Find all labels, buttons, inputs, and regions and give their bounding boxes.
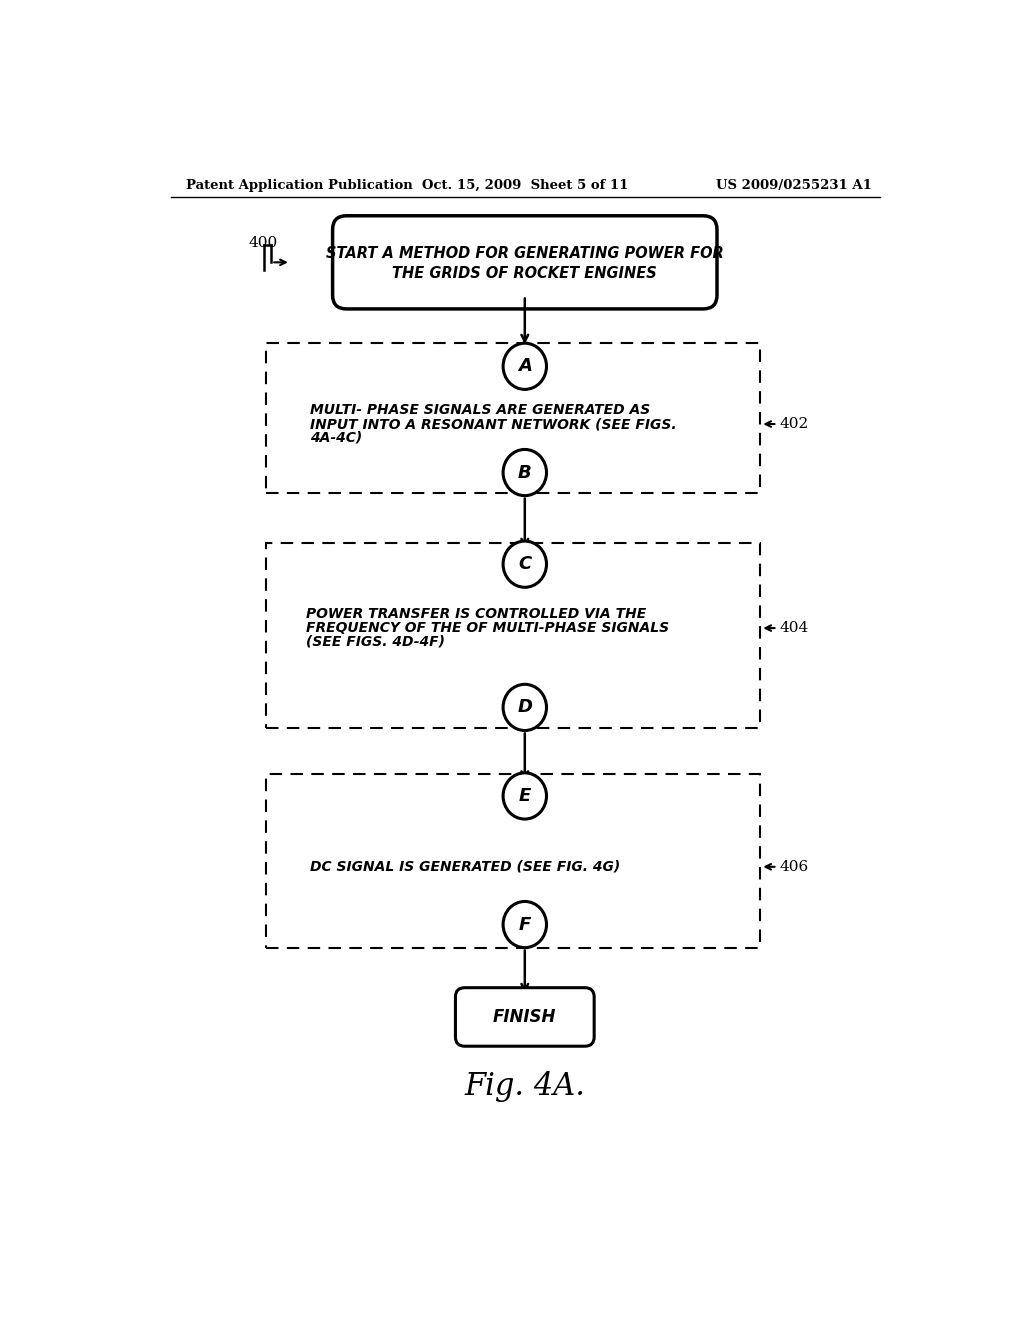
Text: Fig. 4A.: Fig. 4A. [464,1071,586,1102]
Text: D: D [517,698,532,717]
Text: F: F [519,916,530,933]
Ellipse shape [503,541,547,587]
FancyBboxPatch shape [456,987,594,1047]
FancyBboxPatch shape [333,215,717,309]
Text: US 2009/0255231 A1: US 2009/0255231 A1 [716,178,872,191]
Text: POWER TRANSFER IS CONTROLLED VIA THE: POWER TRANSFER IS CONTROLLED VIA THE [306,607,646,622]
Ellipse shape [503,684,547,730]
Ellipse shape [503,343,547,389]
Text: FREQUENCY OF THE OF MULTI-PHASE SIGNALS: FREQUENCY OF THE OF MULTI-PHASE SIGNALS [306,622,670,635]
Text: B: B [518,463,531,482]
Text: E: E [519,787,530,805]
Text: FINISH: FINISH [494,1008,556,1026]
Text: A: A [518,358,531,375]
Text: C: C [518,556,531,573]
Text: 4A-4C): 4A-4C) [310,430,362,445]
Text: MULTI- PHASE SIGNALS ARE GENERATED AS: MULTI- PHASE SIGNALS ARE GENERATED AS [310,403,650,417]
Ellipse shape [503,774,547,818]
Text: (SEE FIGS. 4D-4F): (SEE FIGS. 4D-4F) [306,635,445,649]
Text: Oct. 15, 2009  Sheet 5 of 11: Oct. 15, 2009 Sheet 5 of 11 [422,178,628,191]
Text: 402: 402 [779,417,808,432]
Ellipse shape [503,450,547,496]
Text: 400: 400 [248,236,278,249]
Ellipse shape [503,902,547,948]
Text: THE GRIDS OF ROCKET ENGINES: THE GRIDS OF ROCKET ENGINES [392,265,657,281]
Text: 406: 406 [779,859,808,874]
Text: 404: 404 [779,622,808,635]
Text: INPUT INTO A RESONANT NETWORK (SEE FIGS.: INPUT INTO A RESONANT NETWORK (SEE FIGS. [310,417,677,432]
Text: START A METHOD FOR GENERATING POWER FOR: START A METHOD FOR GENERATING POWER FOR [326,246,724,260]
Text: Patent Application Publication: Patent Application Publication [186,178,413,191]
Text: DC SIGNAL IS GENERATED (SEE FIG. 4G): DC SIGNAL IS GENERATED (SEE FIG. 4G) [310,859,621,874]
